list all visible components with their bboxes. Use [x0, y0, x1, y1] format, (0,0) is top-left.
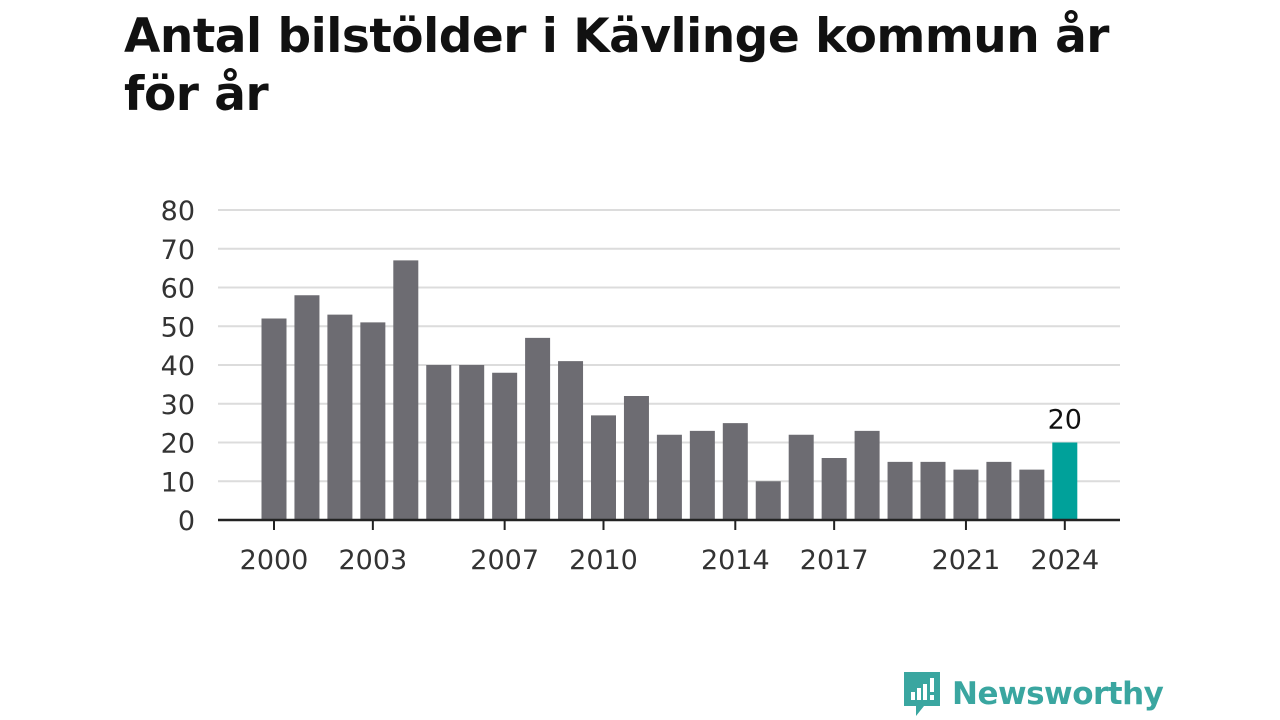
bar-2017: [821, 458, 847, 520]
bar-2004: [393, 260, 419, 520]
x-tick-label: 2000: [240, 545, 309, 576]
y-tick-label: 10: [161, 467, 195, 498]
bar-2007: [492, 372, 518, 520]
x-tick-label: 2014: [701, 545, 770, 576]
x-tick-label: 2003: [338, 545, 407, 576]
brand-name: Newsworthy: [952, 676, 1164, 712]
x-tick-label: 2021: [932, 545, 1001, 576]
y-tick-label: 80: [161, 196, 195, 227]
y-tick-label: 50: [161, 312, 195, 343]
y-axis-ticks: 0 10 20 30 40 50 60 70 80: [161, 196, 195, 537]
chart-title: Antal bilstölder i Kävlinge kommun år fö…: [124, 9, 1109, 122]
bar-2009: [558, 361, 584, 520]
x-tick-label: 2010: [569, 545, 638, 576]
bars: [261, 260, 1078, 520]
y-tick-label: 40: [161, 351, 195, 382]
x-tick-label: 2024: [1030, 545, 1099, 576]
bar-2018: [854, 430, 880, 520]
bar-2002: [327, 314, 353, 520]
bar-2001: [294, 295, 320, 520]
x-tick-label: 2017: [800, 545, 869, 576]
x-tick-label: 2007: [470, 545, 539, 576]
bar-2013: [689, 430, 715, 520]
bar-2015: [755, 481, 781, 520]
bar-2014: [722, 423, 748, 520]
bar-2003: [360, 322, 386, 520]
y-tick-label: 70: [161, 235, 195, 266]
data-label-2024: 20: [1048, 405, 1082, 436]
bar-2024: [1052, 442, 1078, 520]
y-tick-label: 30: [161, 390, 195, 421]
bar-2010: [591, 415, 616, 520]
bar-2008: [525, 337, 551, 520]
bar-2021: [953, 469, 979, 520]
bar-2012: [656, 434, 682, 520]
y-tick-label: 60: [161, 274, 195, 305]
bar-2023: [1019, 469, 1045, 520]
bar-2016: [788, 434, 814, 520]
data-labels: 20: [1048, 405, 1082, 436]
x-axis-ticks: 2000 2003 2007 2010 2014 2017 2021 2024: [240, 520, 1099, 576]
newsworthy-icon: [904, 672, 940, 716]
bar-2019: [887, 461, 913, 520]
bar-2000: [261, 318, 287, 520]
bar-2005: [426, 365, 452, 520]
y-tick-label: 0: [178, 506, 195, 537]
bar-2011: [623, 396, 649, 520]
y-tick-label: 20: [161, 429, 195, 460]
newsworthy-logo: Newsworthy: [902, 670, 1164, 718]
bar-2022: [986, 461, 1012, 520]
bar-2006: [459, 365, 485, 520]
bar-2020: [920, 461, 946, 520]
